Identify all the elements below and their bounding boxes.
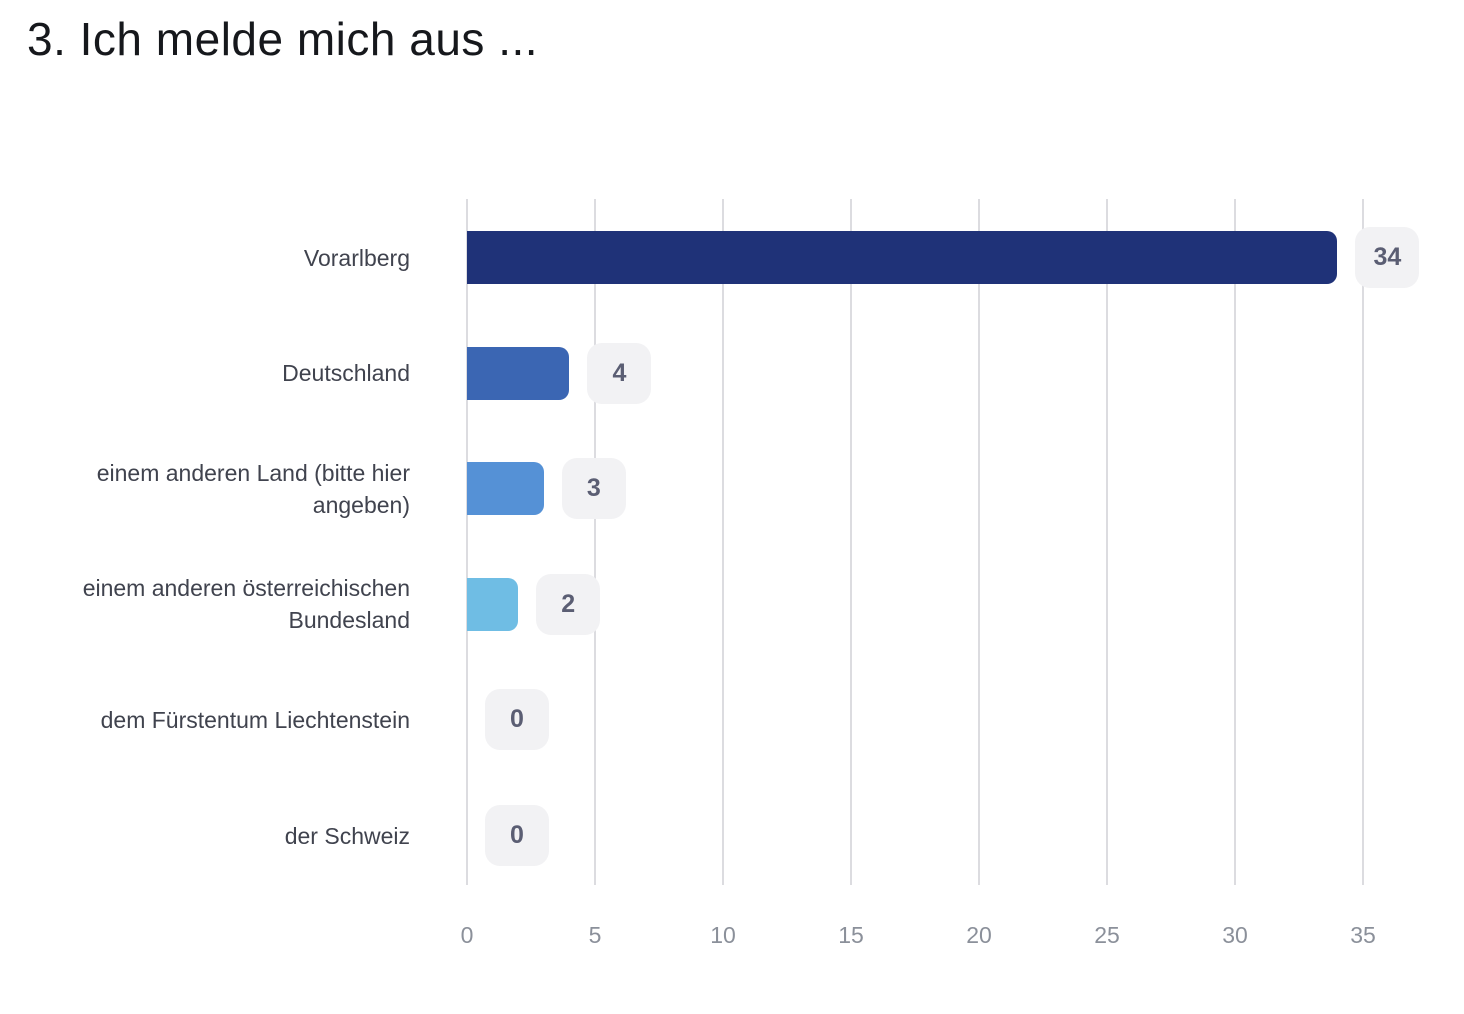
category-label: einem anderen österreichischen Bundeslan… bbox=[82, 575, 410, 634]
gridline-x-5 bbox=[594, 199, 596, 885]
gridline-x-30 bbox=[1234, 199, 1236, 885]
chart-title: 3. Ich melde mich aus ... bbox=[27, 13, 539, 65]
x-tick-label: 20 bbox=[966, 922, 992, 948]
gridline-x-10 bbox=[722, 199, 724, 885]
x-tick-label: 15 bbox=[838, 922, 864, 948]
gridline-x-15 bbox=[850, 199, 852, 885]
x-tick-label: 0 bbox=[460, 922, 474, 948]
bar-einem-anderen-sterreichischen-bundesland bbox=[467, 577, 519, 631]
bar-vorarlberg bbox=[467, 231, 1338, 284]
category-label: Deutschland bbox=[282, 360, 410, 387]
bar-einem-anderen-land-bitte-hier-angeben bbox=[467, 462, 544, 516]
value-badge: 4 bbox=[587, 342, 652, 404]
gridline-x-35 bbox=[1362, 199, 1364, 885]
x-tick-label: 25 bbox=[1094, 922, 1120, 948]
gridline-x-0 bbox=[466, 199, 468, 885]
value-badge: 0 bbox=[485, 689, 549, 751]
category-label: einem anderen Land (bitte hier angeben) bbox=[96, 459, 410, 518]
value-badge: 2 bbox=[536, 573, 601, 635]
x-tick-label: 10 bbox=[710, 922, 736, 948]
x-tick-label: 30 bbox=[1222, 922, 1248, 948]
category-label: dem Fürstentum Liechtenstein bbox=[100, 706, 410, 733]
bar-deutschland bbox=[467, 346, 570, 400]
category-label: der Schweiz bbox=[284, 822, 410, 849]
value-badge: 34 bbox=[1355, 227, 1420, 288]
x-tick-label: 35 bbox=[1350, 922, 1376, 948]
category-label: Vorarlberg bbox=[303, 244, 410, 271]
value-badge: 0 bbox=[485, 805, 549, 866]
x-tick-label: 5 bbox=[588, 922, 602, 948]
gridline-x-20 bbox=[978, 199, 980, 885]
gridline-x-25 bbox=[1106, 199, 1108, 885]
value-badge: 3 bbox=[561, 458, 626, 520]
